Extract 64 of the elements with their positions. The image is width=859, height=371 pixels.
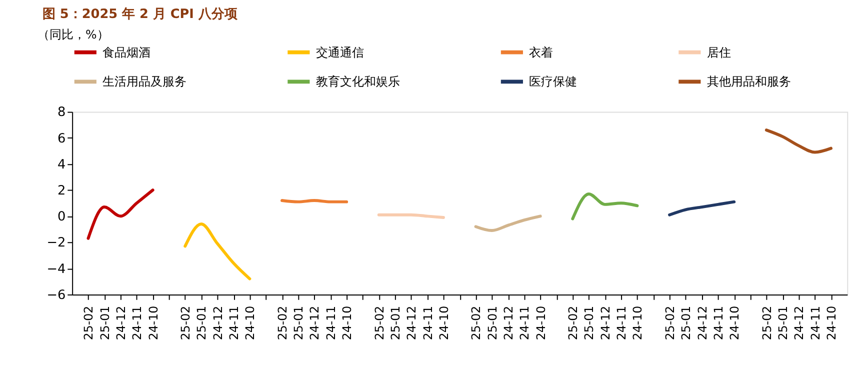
x-tick-label: 25-02 (662, 306, 677, 340)
y-tick-label: −4 (46, 262, 66, 277)
y-tick-label: 6 (57, 131, 66, 146)
x-tick-label: 24-11 (518, 306, 532, 340)
x-tick-label: 25-01 (582, 306, 596, 340)
x-tick-label: 24-11 (420, 306, 435, 340)
x-tick-label: 24-11 (226, 306, 241, 340)
x-tick-label: 24-12 (695, 306, 710, 340)
x-tick-label: 25-01 (194, 306, 209, 340)
y-tick-label: 0 (57, 210, 66, 225)
legend-label: 食品烟酒 (102, 45, 151, 60)
x-tick-label: 25-01 (776, 306, 790, 340)
x-tick-label: 24-10 (243, 306, 258, 340)
x-tick-label: 24-11 (808, 306, 822, 340)
x-tick-label: 24-10 (630, 306, 645, 340)
x-tick-label: 24-12 (792, 306, 806, 340)
y-tick-label: −6 (46, 288, 66, 303)
legend-label: 医疗保健 (529, 74, 578, 89)
x-tick-label: 25-02 (566, 306, 580, 340)
x-tick-label: 24-10 (436, 306, 451, 340)
legend-label: 居住 (706, 45, 731, 60)
x-tick-label: 24-11 (614, 306, 629, 340)
x-tick-label: 24-11 (130, 306, 144, 340)
x-tick-label: 25-01 (679, 306, 694, 340)
line-series (764, 128, 832, 154)
x-tick-label: 25-02 (469, 306, 484, 340)
line-series (668, 200, 736, 216)
y-tick-label: 2 (57, 184, 66, 199)
x-tick-label: 25-01 (485, 306, 500, 340)
x-tick-label: 24-12 (598, 306, 612, 340)
x-tick-label: 24-12 (502, 306, 516, 340)
x-tick-label: 24-10 (534, 306, 548, 340)
x-tick-label: 24-11 (324, 306, 338, 340)
x-tick-label: 25-01 (292, 306, 306, 340)
x-tick-label: 24-12 (404, 306, 419, 340)
x-tick-label: 24-10 (728, 306, 742, 340)
x-tick-label: 25-02 (82, 306, 96, 340)
x-tick-label: 25-02 (275, 306, 290, 340)
x-tick-label: 24-10 (146, 306, 160, 340)
line-series (184, 222, 252, 280)
line-series (571, 192, 639, 220)
legend-label: 教育文化和娱乐 (316, 74, 400, 89)
x-tick-label: 24-12 (210, 306, 225, 340)
y-tick-label: 8 (57, 105, 66, 120)
x-tick-label: 24-10 (824, 306, 838, 340)
x-tick-label: 25-02 (372, 306, 386, 340)
x-tick-label: 24-11 (711, 306, 726, 340)
x-tick-label: 24-12 (114, 306, 128, 340)
legend-label: 其他用品和服务 (706, 74, 791, 89)
chart-title: 图 5：2025 年 2 月 CPI 八分项 (42, 6, 238, 22)
x-tick-label: 24-12 (308, 306, 322, 340)
line-series (474, 214, 542, 232)
x-tick-label: 25-01 (388, 306, 402, 340)
x-tick-label: 25-02 (178, 306, 193, 340)
x-tick-label: 25-01 (98, 306, 112, 340)
x-tick-label: 25-02 (760, 306, 774, 340)
line-series (86, 188, 154, 240)
legend-label: 生活用品及服务 (102, 74, 187, 89)
y-tick-label: 4 (57, 157, 66, 172)
legend-label: 交通通信 (316, 45, 364, 60)
y-tick-label: −2 (46, 236, 66, 251)
text: （同比，%） (38, 28, 109, 42)
x-tick-label: 24-10 (340, 306, 354, 340)
legend-label: 衣着 (529, 45, 554, 60)
